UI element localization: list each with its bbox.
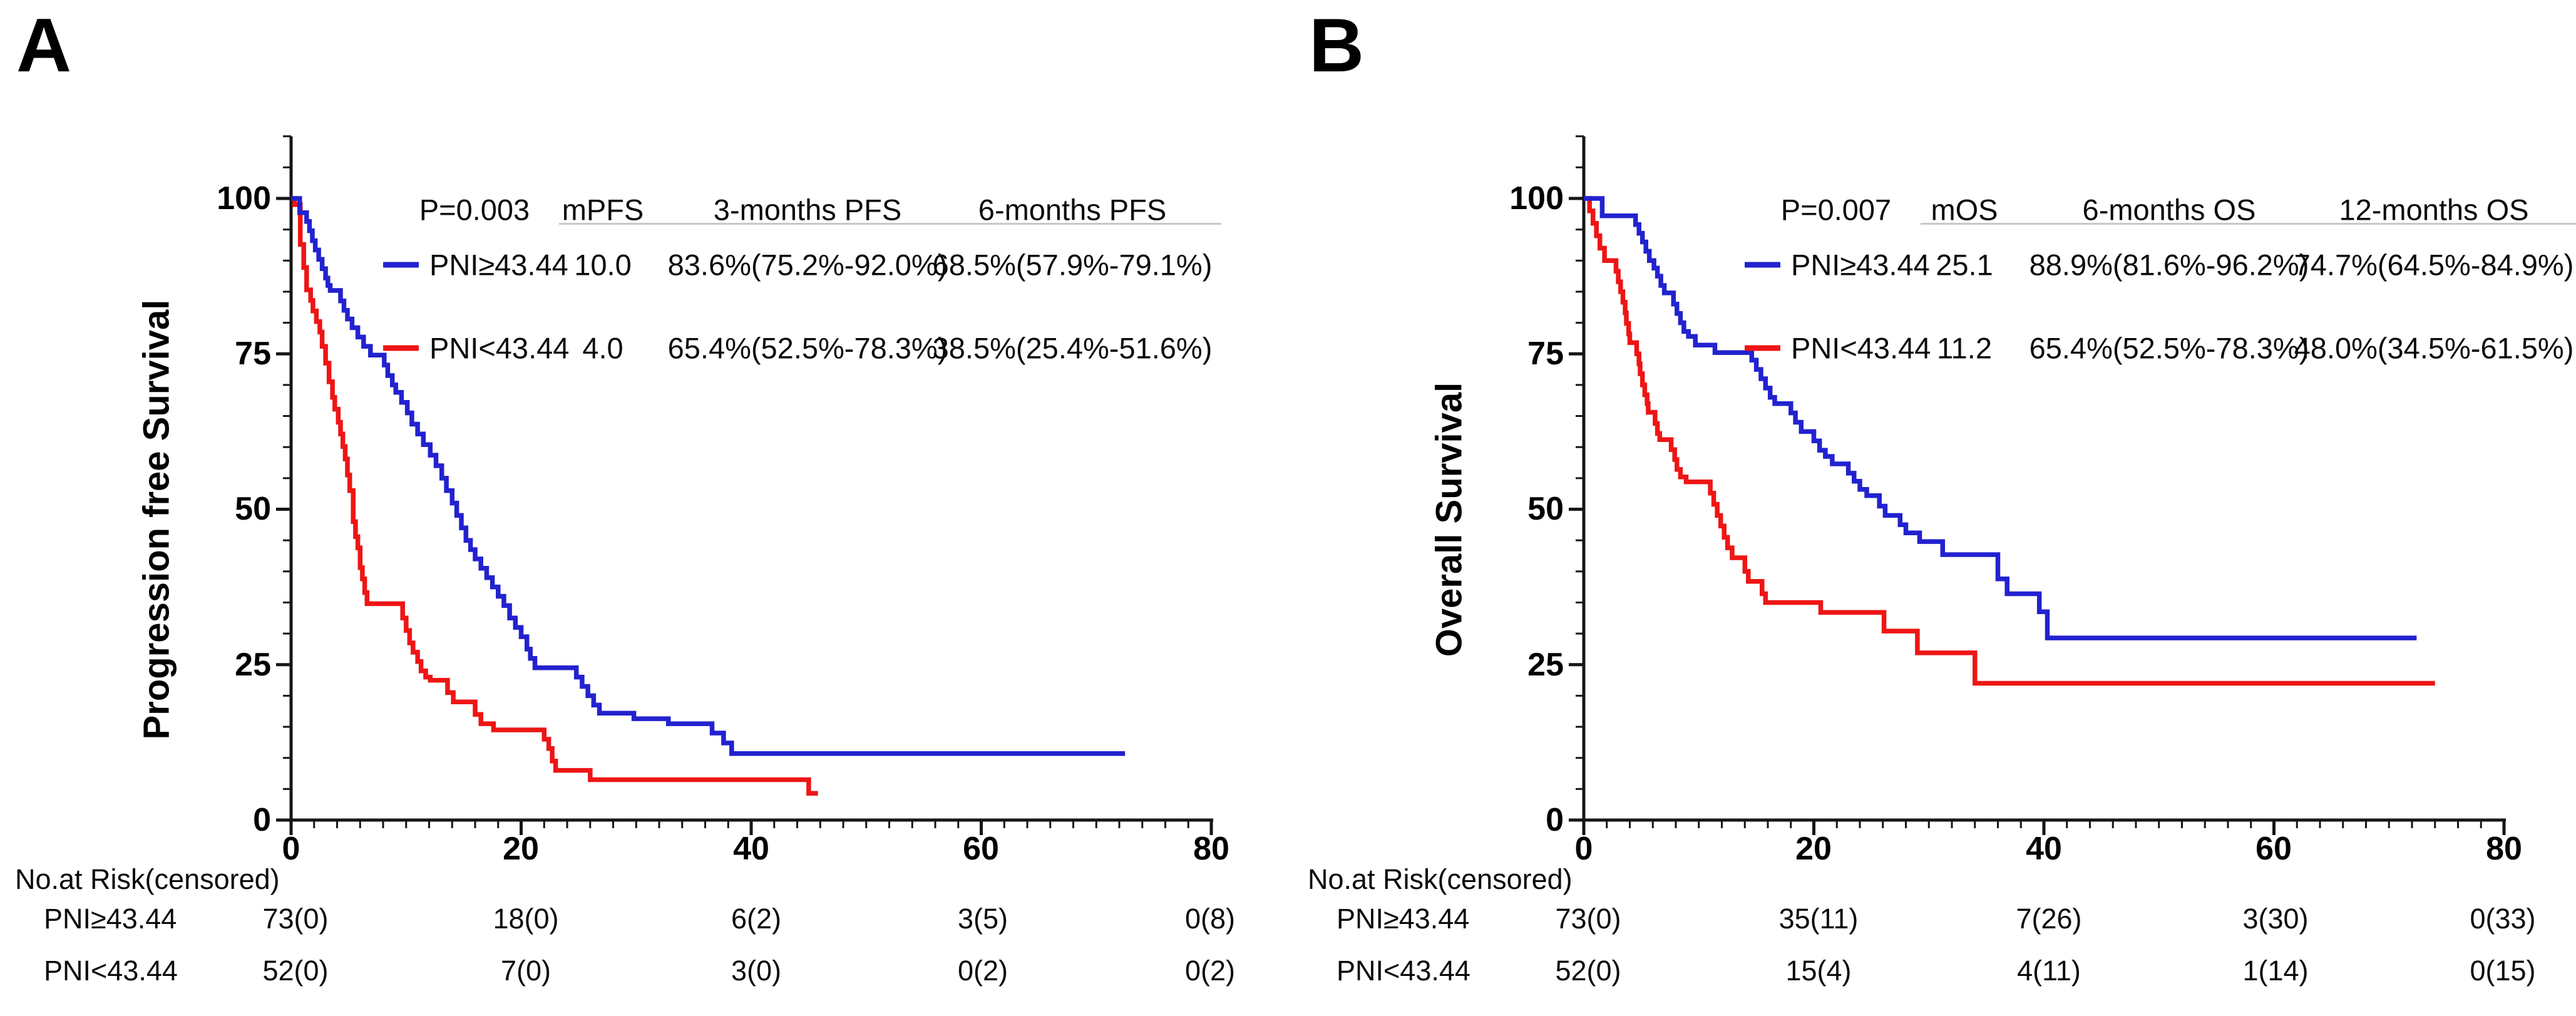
x-tick-label: 0	[1574, 831, 1593, 867]
legend-line-swatch-low-pni	[1745, 345, 1780, 351]
risk-cell: 35(11)	[1778, 903, 1859, 935]
risk-row-label: PNI≥43.44	[1337, 903, 1470, 935]
panel-letter-a: A	[16, 3, 72, 88]
y-tick-label: 25	[1527, 647, 1564, 683]
legend-col-header: 12-months OS	[2339, 193, 2529, 227]
y-tick-label: 0	[1546, 802, 1564, 838]
risk-cell: 0(15)	[2470, 955, 2536, 987]
risk-cell: 1(14)	[2242, 955, 2309, 987]
risk-cell: 7(26)	[2016, 903, 2082, 935]
x-tick-label: 20	[1795, 831, 1832, 867]
legend-line-swatch-low-pni	[383, 345, 419, 351]
legend-group-label: PNI<43.44	[429, 331, 570, 365]
y-tick-label: 75	[1527, 336, 1564, 372]
legend-col-header: 6-months PFS	[978, 193, 1167, 227]
legend-stat-value: 65.4%(52.5%-78.3%)	[2029, 331, 2309, 365]
legend-stat-value: 83.6%(75.2%-92.0%)	[667, 248, 948, 282]
legend-median-value: 10.0	[574, 248, 632, 282]
legend-group-label: PNI≥43.44	[429, 248, 568, 282]
legend-line-swatch-high-pni	[1745, 262, 1780, 268]
km-curve-low-pni	[291, 196, 818, 796]
risk-cell: 4(11)	[2017, 955, 2081, 987]
risk-cell: 3(0)	[731, 955, 782, 987]
x-tick-label: 80	[2486, 831, 2522, 867]
risk-cell: 0(33)	[2470, 903, 2536, 935]
km-plot-os	[1569, 135, 2506, 835]
risk-cell: 7(0)	[500, 955, 552, 987]
risk-cell: 15(4)	[1785, 955, 1852, 987]
km-curve-high-pni	[1584, 196, 2417, 640]
legend-col-header: 6-months OS	[2082, 193, 2256, 227]
y-tick-label: 50	[1527, 491, 1564, 527]
panel-a: A Progression free Survival 100 75 50 25…	[0, 0, 1283, 1016]
legend-group-label: PNI≥43.44	[1791, 248, 1930, 282]
y-tick-label: 100	[1509, 180, 1564, 217]
x-tick-label: 60	[963, 831, 999, 867]
legend-stat-value: 74.7%(64.5%-84.9%)	[2294, 248, 2574, 282]
legend-table-pfs: P=0.003 mPFS 3-months PFS 6-months PFS P…	[0, 0, 1283, 1016]
risk-table-title: No.at Risk(censored)	[15, 863, 280, 895]
legend-header-underline	[559, 223, 1221, 225]
km-curve-high-pni	[291, 196, 1126, 756]
legend-line-swatch-high-pni	[383, 262, 419, 268]
legend-median-value: 4.0	[582, 331, 623, 365]
risk-cell: 18(0)	[493, 903, 559, 935]
km-plot-pfs	[276, 135, 1213, 835]
legend-col-header: 3-months PFS	[713, 193, 902, 227]
x-tick-label: 60	[2255, 831, 2292, 867]
legend-col-header: mOS	[1931, 193, 1998, 227]
legend-stat-value: 88.9%(81.6%-96.2%)	[2029, 248, 2309, 282]
risk-cell: 6(2)	[731, 903, 782, 935]
risk-row-label: PNI≥43.44	[44, 903, 177, 935]
x-tick-label: 40	[733, 831, 769, 867]
legend-median-value: 11.2	[1937, 331, 1992, 365]
y-tick-label: 100	[217, 180, 271, 217]
p-value-label: P=0.003	[419, 193, 530, 227]
x-tick-label: 80	[1193, 831, 1229, 867]
panel-letter-b: B	[1309, 3, 1365, 88]
km-curve-low-pni	[1584, 196, 2435, 686]
legend-col-header: mPFS	[562, 193, 644, 227]
risk-cell: 0(2)	[1184, 955, 1236, 987]
legend-stat-value: 38.5%(25.4%-51.6%)	[932, 331, 1213, 365]
risk-cell: 3(5)	[957, 903, 1008, 935]
risk-cell: 73(0)	[262, 903, 329, 935]
risk-cell: 52(0)	[262, 955, 329, 987]
risk-cell: 73(0)	[1555, 903, 1621, 935]
y-tick-label: 50	[235, 491, 271, 527]
panel-b: B Overall Survival 100 75 50 25 0 0 20 4…	[1293, 0, 2576, 1016]
y-tick-label: 0	[253, 802, 271, 838]
risk-row-label: PNI<43.44	[1337, 955, 1470, 987]
risk-cell: 3(30)	[2242, 903, 2309, 935]
y-tick-label: 25	[235, 647, 271, 683]
legend-group-label: PNI<43.44	[1791, 331, 1931, 365]
y-tick-label: 75	[235, 336, 271, 372]
legend-stat-value: 65.4%(52.5%-78.3%)	[667, 331, 948, 365]
risk-cell: 52(0)	[1555, 955, 1621, 987]
legend-stat-value: 48.0%(34.5%-61.5%)	[2294, 331, 2574, 365]
legend-median-value: 25.1	[1936, 248, 1993, 282]
risk-table-title: No.at Risk(censored)	[1308, 863, 1573, 895]
risk-cell: 0(8)	[1184, 903, 1236, 935]
x-tick-label: 20	[503, 831, 539, 867]
legend-header-underline	[1921, 223, 2576, 225]
risk-cell: 0(2)	[957, 955, 1008, 987]
risk-row-label: PNI<43.44	[44, 955, 178, 987]
p-value-label: P=0.007	[1780, 193, 1892, 227]
legend-stat-value: 68.5%(57.9%-79.1%)	[932, 248, 1213, 282]
x-tick-label: 0	[282, 831, 300, 867]
x-tick-label: 40	[2026, 831, 2062, 867]
legend-table-os: P=0.007 mOS 6-months OS 12-months OS PNI…	[1362, 0, 2576, 1016]
